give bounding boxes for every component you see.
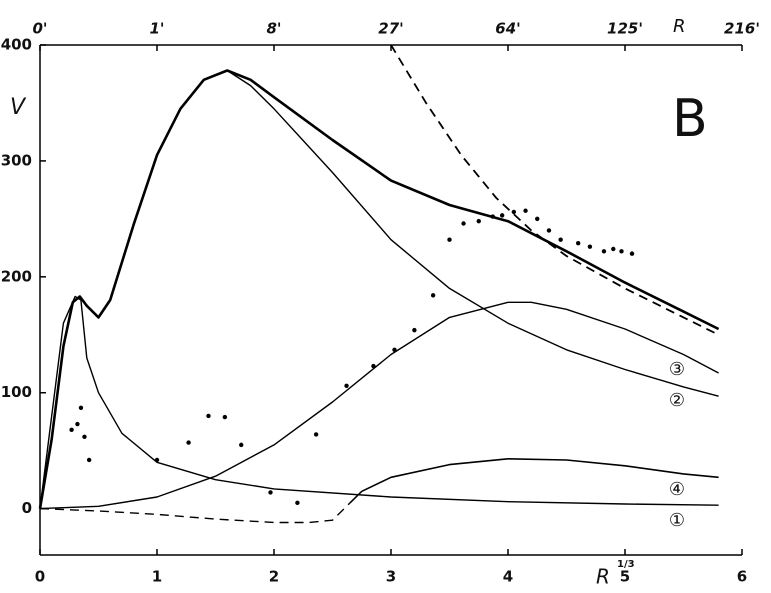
data-point	[295, 500, 300, 506]
x2-axis-label: R	[673, 16, 686, 37]
curve	[39, 295, 719, 509]
data-point	[447, 237, 452, 242]
x-axis-label: R	[596, 565, 610, 589]
data-point	[511, 209, 517, 215]
data-point	[619, 249, 624, 254]
data-point	[392, 347, 397, 353]
data-point	[499, 213, 505, 218]
data-point	[239, 442, 244, 448]
x2-tick-label: 1'	[149, 20, 164, 38]
data-point	[78, 405, 84, 410]
data-point	[86, 457, 92, 463]
data-point	[69, 427, 74, 433]
curve	[39, 301, 719, 510]
x-tick-label: 6	[737, 568, 747, 586]
curve-label: ④	[669, 479, 685, 500]
data-point	[371, 363, 376, 369]
data-point	[430, 293, 436, 298]
data-point	[206, 413, 211, 419]
x2-tick-label: 27'	[378, 20, 403, 38]
data-point	[222, 414, 228, 420]
x-tick-label: 1	[152, 568, 162, 586]
x2-tick-label: 125'	[607, 20, 643, 38]
curve	[38, 69, 720, 509]
y-tick-label: 200	[1, 267, 32, 285]
curve-label: ②	[669, 390, 685, 411]
x-tick-label: 5	[620, 568, 630, 586]
data-point	[611, 246, 616, 252]
data-point	[476, 218, 481, 224]
x2-tick-label: 64'	[495, 20, 520, 38]
data-point	[412, 327, 417, 333]
data-point	[576, 241, 581, 246]
panel-letter: B	[672, 89, 708, 149]
data-point	[546, 228, 552, 233]
y-axis-label: V	[10, 95, 27, 120]
x2-tick-label: 0'	[32, 20, 47, 38]
data-point	[490, 214, 495, 219]
data-point	[535, 216, 540, 222]
x-tick-label: 4	[503, 568, 513, 586]
x-tick-label: 0	[35, 568, 45, 586]
curve	[390, 44, 719, 336]
data-point	[75, 421, 80, 427]
data-point	[268, 490, 273, 495]
x-axis-label-sup: 1/3	[617, 559, 635, 570]
x-tick-label: 2	[269, 568, 279, 586]
data-point	[461, 221, 466, 226]
data-point	[523, 208, 528, 213]
data-point	[601, 249, 607, 254]
y-tick-label: 300	[1, 151, 32, 169]
data-point	[587, 244, 593, 249]
data-point	[558, 237, 563, 242]
y-tick-label: 100	[1, 383, 32, 401]
x2-tick-label: 8'	[266, 20, 281, 38]
data-point	[629, 251, 635, 256]
x2-tick-label: 216'	[724, 20, 760, 38]
data-point	[154, 457, 160, 463]
curve-label: ③	[669, 359, 685, 380]
y-tick-label: 0	[22, 499, 32, 517]
curve	[39, 502, 351, 524]
y-tick-label: 400	[1, 36, 32, 54]
data-point	[313, 432, 319, 437]
data-point	[344, 383, 349, 388]
data-point	[82, 434, 87, 439]
data-point	[186, 440, 191, 445]
x-tick-label: 3	[386, 568, 396, 586]
curve	[39, 69, 719, 509]
curve	[349, 458, 719, 504]
curve-label: ①	[669, 510, 685, 531]
